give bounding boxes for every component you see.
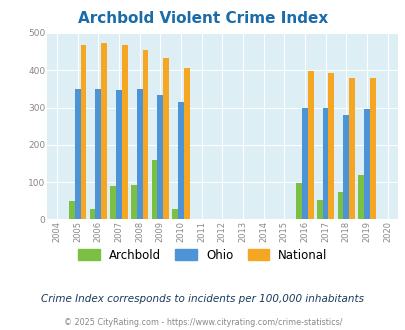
Bar [343,115,348,219]
Bar [90,209,95,219]
Bar [151,160,157,219]
Bar [80,45,86,219]
Bar [369,78,375,219]
Bar [301,108,307,219]
Bar [163,58,168,219]
Bar [95,89,101,219]
Text: Crime Index corresponds to incidents per 100,000 inhabitants: Crime Index corresponds to incidents per… [41,294,364,304]
Legend: Archbold, Ohio, National: Archbold, Ohio, National [74,244,331,266]
Bar [178,102,183,219]
Bar [183,68,189,219]
Bar [75,89,80,219]
Bar [131,185,136,219]
Bar [348,78,354,219]
Text: © 2025 CityRating.com - https://www.cityrating.com/crime-statistics/: © 2025 CityRating.com - https://www.city… [64,318,341,327]
Bar [337,192,343,219]
Bar [322,108,328,219]
Bar [296,183,301,219]
Bar [157,95,163,219]
Bar [122,45,127,219]
Bar [136,89,142,219]
Text: Archbold Violent Crime Index: Archbold Violent Crime Index [78,11,327,26]
Bar [69,201,75,219]
Bar [363,110,369,219]
Bar [142,50,148,219]
Bar [307,71,313,219]
Bar [328,73,333,219]
Bar [101,43,107,219]
Bar [357,175,363,219]
Bar [110,186,116,219]
Bar [116,90,121,219]
Bar [316,200,322,219]
Bar [172,209,178,219]
